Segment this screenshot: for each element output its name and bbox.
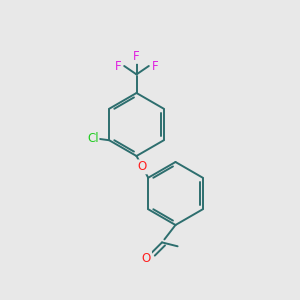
Text: F: F xyxy=(133,50,140,63)
Text: F: F xyxy=(115,59,121,73)
Text: O: O xyxy=(138,160,147,173)
Text: F: F xyxy=(152,59,158,73)
Text: Cl: Cl xyxy=(87,132,98,145)
Text: O: O xyxy=(142,251,151,265)
